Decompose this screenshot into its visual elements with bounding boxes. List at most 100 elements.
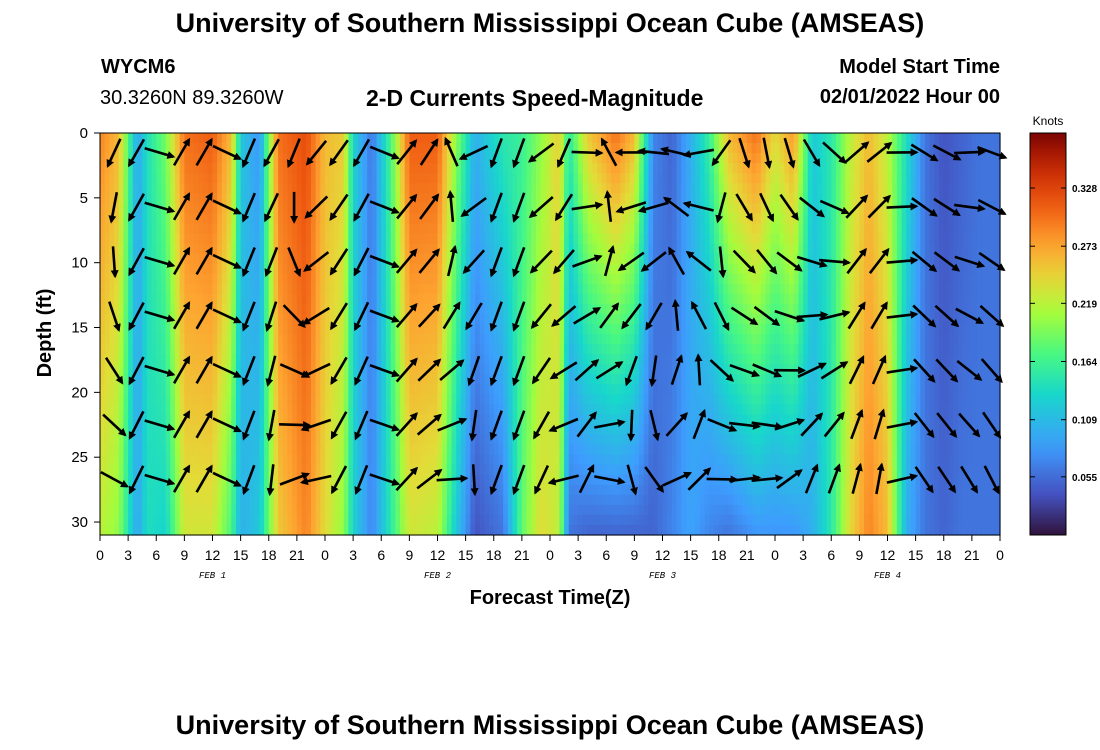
- heat-cell: [465, 384, 471, 395]
- heat-cell: [142, 233, 148, 245]
- heat-cell: [428, 303, 434, 315]
- heat-cell: [362, 323, 368, 335]
- heat-cell: [123, 364, 129, 375]
- heat-cell: [184, 153, 190, 164]
- heat-cell: [329, 434, 335, 446]
- heat-cell: [442, 334, 448, 345]
- heat-cell: [282, 143, 289, 154]
- heat-cell: [146, 153, 153, 164]
- heat-cell: [568, 143, 575, 154]
- heat-cell: [409, 253, 415, 265]
- heat-cell: [390, 173, 396, 184]
- heat-cell: [268, 243, 275, 255]
- heat-cell: [465, 474, 471, 486]
- heat-cell: [653, 243, 659, 255]
- heat-cell: [315, 193, 321, 204]
- heat-cell: [325, 374, 331, 385]
- heat-cell: [203, 424, 209, 436]
- heat-cell: [118, 464, 125, 476]
- heat-cell: [587, 233, 593, 245]
- heat-cell: [357, 223, 364, 235]
- heat-cell: [156, 384, 162, 395]
- heat-cell: [517, 514, 523, 526]
- heat-cell: [498, 153, 504, 164]
- heat-cell: [470, 193, 476, 204]
- heat-cell: [325, 223, 331, 235]
- heat-cell: [320, 384, 326, 395]
- heat-cell: [146, 283, 153, 295]
- heat-cell: [189, 464, 195, 476]
- heat-cell: [550, 293, 556, 305]
- heat-cell: [554, 323, 560, 335]
- heat-cell: [118, 404, 125, 415]
- heat-cell: [151, 183, 157, 194]
- heat-cell: [240, 283, 246, 295]
- heat-cell: [418, 514, 425, 526]
- heat-cell: [254, 243, 260, 255]
- heat-cell: [207, 414, 214, 426]
- heat-cell: [610, 213, 617, 225]
- heat-cell: [559, 504, 565, 516]
- heat-cell: [292, 404, 298, 415]
- heat-cell: [348, 474, 354, 486]
- heat-cell: [282, 494, 289, 506]
- heat-cell: [507, 143, 514, 154]
- heat-cell: [235, 223, 242, 235]
- heat-cell: [221, 514, 228, 526]
- heat-cell: [414, 183, 420, 194]
- heat-cell: [310, 323, 317, 335]
- heat-cell: [667, 283, 673, 295]
- heat-cell: [334, 233, 340, 245]
- heat-cell: [198, 414, 204, 426]
- heat-cell: [104, 484, 110, 496]
- heat-cell: [479, 454, 485, 466]
- heat-cell: [639, 323, 645, 335]
- heat-cell: [250, 143, 256, 154]
- heat-cell: [395, 414, 401, 426]
- heat-cell: [662, 484, 668, 496]
- heat-cell: [404, 374, 410, 385]
- heat-cell: [310, 424, 317, 436]
- heat-cell: [278, 243, 284, 255]
- heat-cell: [282, 153, 289, 164]
- heat-cell: [193, 253, 200, 265]
- heat-cell: [414, 444, 420, 456]
- heat-cell: [625, 384, 631, 395]
- heat-cell: [493, 193, 500, 204]
- heat-cell: [348, 424, 354, 436]
- heat-cell: [128, 193, 134, 204]
- heat-cell: [371, 524, 378, 536]
- heat-cell: [615, 293, 621, 305]
- heat-cell: [535, 273, 542, 285]
- heat-cell: [334, 404, 340, 415]
- heat-cell: [442, 293, 448, 305]
- heat-cell: [550, 173, 556, 184]
- heat-cell: [512, 183, 518, 194]
- heat-cell: [592, 514, 598, 526]
- heat-cell: [320, 273, 326, 285]
- heat-cell: [198, 233, 204, 245]
- heat-cell: [104, 323, 110, 335]
- heat-cell: [606, 143, 612, 154]
- heat-cell: [376, 334, 382, 345]
- heat-cell: [531, 273, 537, 285]
- heat-cell: [282, 444, 289, 456]
- heat-cell: [446, 213, 453, 225]
- heat-cell: [573, 504, 579, 516]
- heat-cell: [264, 364, 270, 375]
- heat-cell: [400, 384, 406, 395]
- heat-cell: [653, 213, 659, 225]
- heat-cell: [606, 223, 612, 235]
- heat-cell: [273, 494, 279, 506]
- heat-cell: [287, 374, 293, 385]
- heat-cell: [587, 213, 593, 225]
- heat-cell: [306, 193, 312, 204]
- heat-cell: [306, 364, 312, 375]
- heat-cell: [212, 263, 218, 275]
- heat-cell: [498, 514, 504, 526]
- heat-cell: [212, 524, 218, 536]
- heat-cell: [596, 273, 603, 285]
- heat-cell: [254, 344, 260, 355]
- heat-cell: [367, 344, 373, 355]
- heat-cell: [643, 243, 650, 255]
